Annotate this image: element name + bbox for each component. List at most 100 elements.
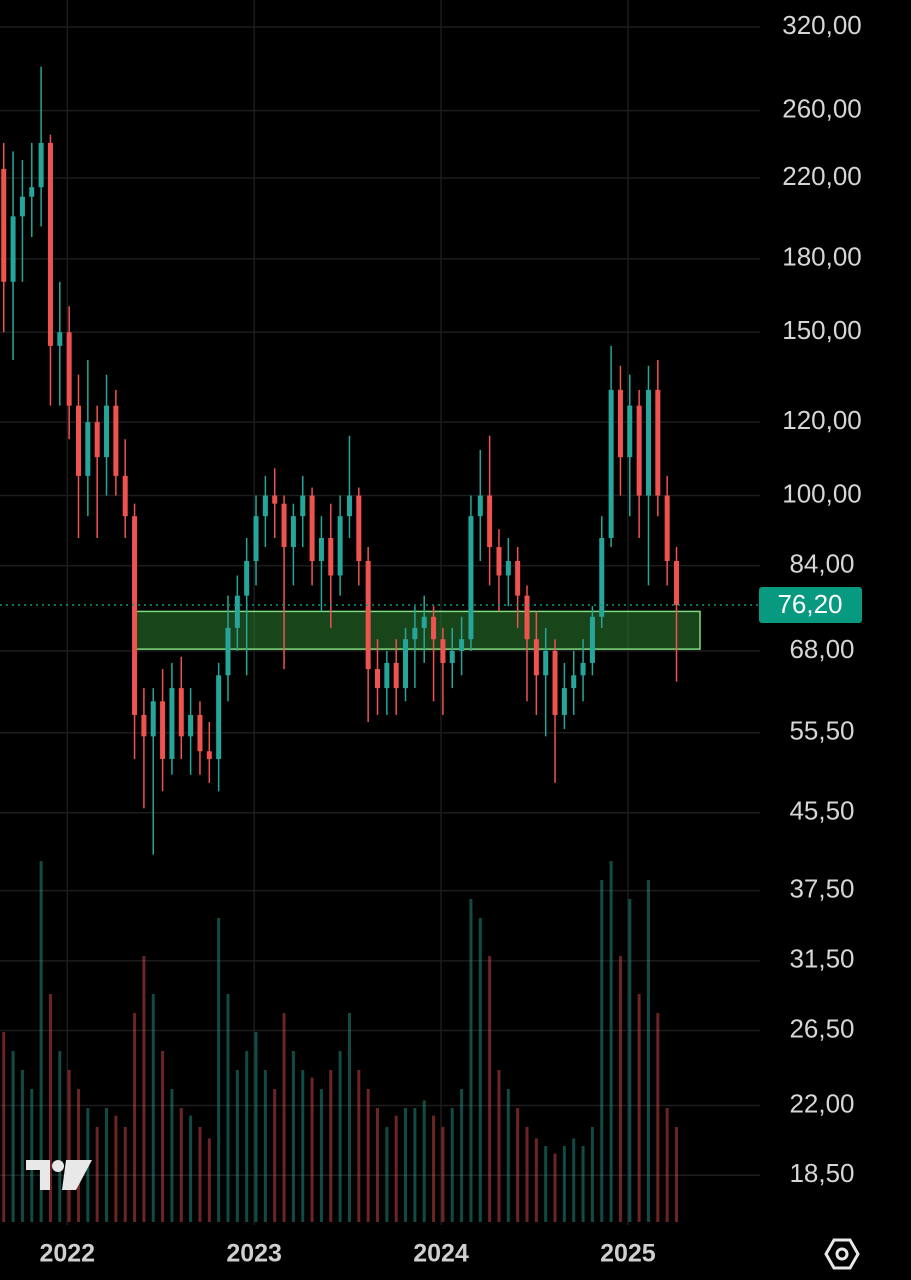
candle-body bbox=[85, 422, 91, 476]
volume-bar bbox=[338, 1051, 342, 1222]
candle-body bbox=[561, 688, 567, 715]
candle-body bbox=[318, 537, 324, 562]
candle-body bbox=[150, 701, 156, 737]
y-tick-label: 45,50 bbox=[789, 796, 854, 826]
volume-bar bbox=[189, 1115, 193, 1222]
candle-body bbox=[141, 714, 147, 737]
candle-body bbox=[160, 701, 166, 759]
volume-bar bbox=[478, 918, 482, 1222]
y-tick-label: 55,50 bbox=[789, 716, 854, 746]
y-tick-label: 84,00 bbox=[789, 549, 854, 579]
candle-body bbox=[524, 595, 530, 640]
volume-bar bbox=[469, 899, 473, 1222]
volume-bar bbox=[628, 899, 632, 1222]
candle-body bbox=[674, 561, 680, 606]
last-price-label: 76,20 bbox=[777, 589, 842, 619]
y-tick-label: 180,00 bbox=[782, 242, 862, 272]
candle-body bbox=[29, 187, 35, 197]
volume-bar bbox=[310, 1077, 314, 1222]
volume-bar bbox=[460, 1089, 464, 1222]
candle-body bbox=[234, 595, 240, 628]
volume-bar bbox=[207, 1138, 211, 1222]
volume-bar bbox=[301, 1070, 305, 1222]
volume-bar bbox=[376, 1108, 379, 1222]
volume-bar bbox=[198, 1127, 202, 1222]
candle-body bbox=[505, 561, 511, 576]
volume-bar bbox=[394, 1115, 398, 1222]
candle-body bbox=[113, 405, 119, 476]
volume-bar bbox=[151, 994, 155, 1222]
volume-bar bbox=[30, 1089, 34, 1222]
volume-bar bbox=[245, 1051, 249, 1222]
volume-bar bbox=[179, 1108, 183, 1222]
volume-bar bbox=[562, 1146, 566, 1222]
volume-bar bbox=[544, 1146, 548, 1222]
candle-body bbox=[206, 751, 212, 759]
tradingview-logo[interactable] bbox=[26, 1160, 92, 1190]
candle-body bbox=[496, 547, 502, 576]
volume-bar bbox=[572, 1138, 576, 1222]
candle-body bbox=[300, 495, 306, 517]
y-tick-label: 22,00 bbox=[789, 1088, 854, 1118]
volume-bar bbox=[506, 1089, 510, 1222]
logo-part bbox=[62, 1160, 92, 1190]
volume-bar bbox=[263, 1070, 267, 1222]
candle-body bbox=[421, 616, 427, 628]
candle-body bbox=[365, 561, 371, 670]
icon-shape bbox=[835, 1247, 849, 1261]
volume-bar bbox=[123, 1127, 127, 1222]
candle-body bbox=[543, 650, 549, 676]
volume-bar bbox=[488, 956, 492, 1222]
candle-body bbox=[216, 675, 222, 759]
volume-bar bbox=[114, 1115, 118, 1222]
candle-body bbox=[468, 516, 474, 640]
volume-bar bbox=[600, 880, 604, 1222]
volume-bar bbox=[432, 1115, 436, 1222]
volume-bar bbox=[2, 1032, 6, 1222]
candle-body bbox=[178, 688, 184, 737]
volume-bar bbox=[170, 1089, 174, 1222]
candle-body bbox=[197, 714, 203, 752]
y-tick-label: 68,00 bbox=[789, 634, 854, 664]
candle-body bbox=[10, 216, 16, 282]
volume-bar bbox=[161, 1051, 165, 1222]
candle-body bbox=[477, 495, 483, 517]
last-price-tag bbox=[759, 587, 862, 624]
candle-body bbox=[328, 537, 334, 576]
volume-bar bbox=[226, 994, 230, 1222]
candle-body bbox=[589, 616, 595, 663]
volume-bar bbox=[357, 1070, 361, 1222]
y-tick-label: 320,00 bbox=[782, 10, 862, 40]
volume-bar bbox=[291, 1051, 295, 1222]
candle-body bbox=[272, 495, 278, 504]
candle-body bbox=[1, 168, 7, 282]
candle-body bbox=[356, 495, 362, 562]
candle-body bbox=[132, 516, 138, 715]
candle-body bbox=[608, 389, 614, 538]
y-tick-label: 100,00 bbox=[782, 478, 862, 508]
settings-icon[interactable] bbox=[824, 1238, 860, 1270]
volume-bar bbox=[235, 1070, 239, 1222]
candle-body bbox=[122, 475, 128, 517]
volume-bar bbox=[665, 1108, 669, 1222]
candle-body bbox=[75, 405, 81, 476]
volume-bar bbox=[516, 1108, 520, 1222]
volume-bar bbox=[105, 1108, 109, 1222]
volume-bar bbox=[422, 1100, 426, 1222]
candle-body bbox=[487, 495, 493, 548]
candle-body bbox=[281, 503, 287, 548]
volume-bar bbox=[347, 1013, 351, 1222]
y-tick-label: 260,00 bbox=[782, 94, 862, 124]
y-tick-label: 220,00 bbox=[782, 161, 862, 191]
y-tick-label: 18,50 bbox=[789, 1158, 854, 1188]
volume-bar bbox=[534, 1138, 538, 1222]
candle-body bbox=[384, 662, 390, 689]
candle-body bbox=[440, 639, 446, 663]
candle-body bbox=[290, 516, 296, 548]
volume-bar bbox=[11, 1051, 15, 1222]
volume-bar bbox=[553, 1153, 557, 1222]
candle-body bbox=[449, 650, 455, 663]
candle-body bbox=[57, 332, 63, 346]
